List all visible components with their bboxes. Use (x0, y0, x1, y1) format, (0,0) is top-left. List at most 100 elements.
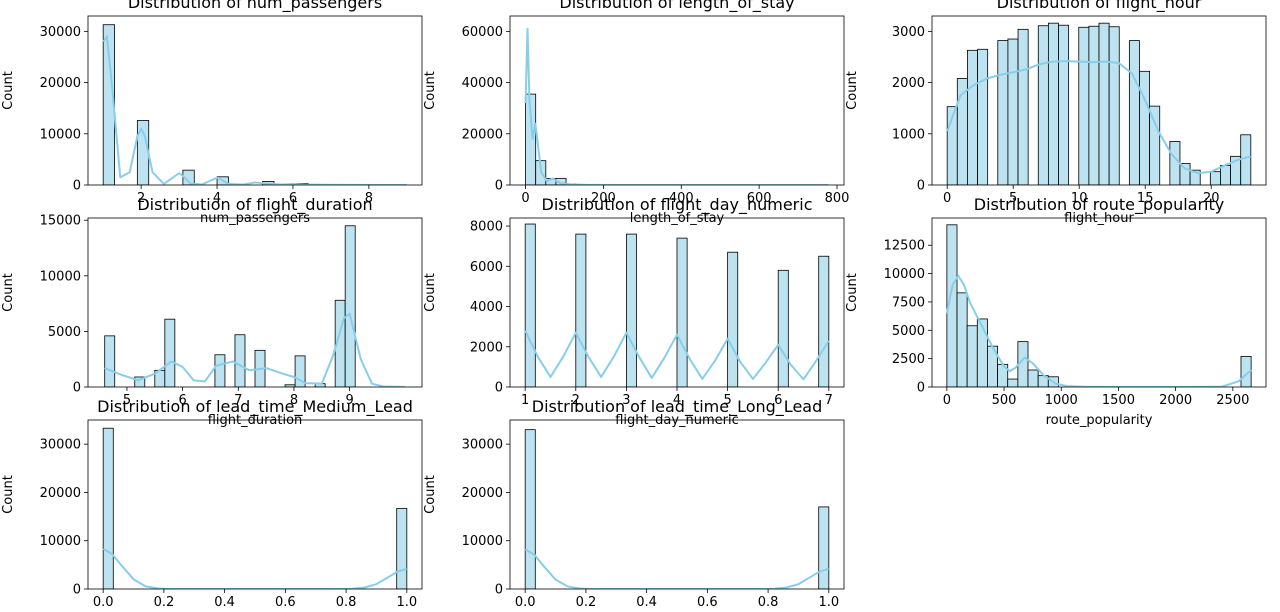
x-tick-label: 0 (521, 191, 529, 206)
histogram-bar (1027, 369, 1039, 387)
kde-curve (524, 27, 829, 185)
y-axis-label: Count (423, 273, 438, 312)
histogram-bar (214, 354, 226, 387)
y-tick-label: 12500 (884, 239, 925, 254)
plot-area (104, 225, 406, 387)
histogram-panel: 0 500 1000 1500 2000 2500 0 2500 5000 7500 10000 12… (845, 195, 1267, 428)
histogram-bar (344, 225, 356, 387)
y-axis-label: Count (423, 71, 438, 110)
y-tick-label: 30000 (40, 438, 81, 453)
x-tick-label: 8 (290, 393, 298, 408)
histogram-bar (525, 93, 537, 185)
kde-curve (102, 548, 408, 589)
y-tick-label: 3000 (892, 25, 925, 40)
x-tick-label: 2500 (1216, 393, 1249, 408)
chart-title: Distribution of length_of_stay (559, 0, 794, 13)
x-tick-label: 4 (213, 191, 221, 206)
plot-area (102, 427, 408, 589)
x-tick-label: 400 (669, 191, 694, 206)
x-tick-label: 2 (137, 191, 145, 206)
plot-area (524, 429, 830, 589)
y-axis-label: Count (1, 273, 16, 312)
histogram-panel: 0 5 10 15 200100020003000Countflight_hourDis… (845, 0, 1267, 226)
y-tick-label: 10000 (884, 267, 925, 282)
y-tick-label: 30000 (40, 25, 81, 40)
y-tick-label: 2000 (470, 340, 503, 355)
y-tick-label: 20000 (462, 486, 503, 501)
x-axis-label: flight_day_numeric (615, 413, 739, 428)
histogram-bar (997, 40, 1009, 185)
chart-title: Distribution of flight_day_numeric (542, 195, 813, 215)
y-tick-label: 30000 (462, 438, 503, 453)
chart-title: Distribution of lead_time_Medium_Lead (97, 397, 413, 417)
x-axis-label: flight_hour (1064, 211, 1134, 226)
y-tick-label: 0 (495, 583, 503, 598)
histogram-panel: 0.0 0.2 0.4 0.6 0.8 1.0 0 10000 20000 30000 Count D… (423, 397, 845, 610)
histogram-bar (777, 269, 789, 387)
axes-frame (931, 217, 1267, 388)
x-tick-label: 15 (1137, 191, 1154, 206)
axes-frame (509, 15, 845, 186)
x-tick-label: 7 (825, 393, 833, 408)
x-tick-label: 0.0 (93, 595, 114, 610)
histogram-bar (396, 507, 408, 589)
x-tick-label: 1500 (1102, 393, 1135, 408)
x-tick-label: 800 (825, 191, 850, 206)
histogram-panel: 5 6 7 8 9 0 5000 10000 15000 Count flight_duration… (1, 195, 423, 428)
x-axis-label: route_popularity (1046, 413, 1153, 428)
y-tick-label: 0 (495, 381, 503, 396)
x-tick-label: 1.0 (818, 595, 839, 610)
y-tick-label: 40000 (462, 76, 503, 91)
axes-frame (87, 217, 423, 388)
histogram-bar (1220, 165, 1231, 185)
histogram-bar (1209, 171, 1221, 185)
x-tick-label: 1 (521, 393, 529, 408)
x-tick-label: 5 (723, 393, 731, 408)
x-tick-label: 0.4 (636, 595, 657, 610)
plot-area (945, 224, 1252, 387)
plot-area (524, 27, 829, 185)
histogram-bar (1098, 22, 1110, 185)
chart-title: Distribution of flight_hour (997, 0, 1202, 13)
y-tick-label: 2000 (892, 76, 925, 91)
y-tick-label: 0 (73, 179, 81, 194)
x-tick-label: 0.0 (515, 595, 536, 610)
histogram-bar (136, 120, 150, 185)
y-tick-label: 15000 (40, 214, 81, 229)
histogram-bar (104, 335, 116, 387)
histogram-bar (1047, 22, 1059, 185)
y-axis-label: Count (845, 273, 860, 312)
x-tick-label: 0.6 (275, 595, 296, 610)
histogram-bar (1007, 378, 1019, 387)
y-tick-label: 10000 (40, 269, 81, 284)
y-tick-label: 20000 (40, 76, 81, 91)
x-tick-label: 500 (992, 393, 1017, 408)
histogram-bar (1088, 25, 1100, 185)
x-tick-label: 0.2 (576, 595, 597, 610)
x-tick-label: 10 (1071, 191, 1088, 206)
histogram-bar (977, 48, 989, 185)
histogram-panel: 0.0 0.2 0.4 0.6 0.8 1.0 0 10000 20000 30000 Count D… (1, 397, 423, 610)
histogram-bar (967, 49, 978, 185)
x-tick-label: 0 (943, 393, 951, 408)
histogram-bar (1078, 26, 1090, 185)
plot-area (946, 22, 1252, 185)
histogram-panel: 1 2 3 4 5 6 7 0 2000 4000 6000 8000 Count flight_day_… (423, 195, 845, 428)
histogram-bar (818, 255, 830, 387)
x-tick-label: 0.8 (336, 595, 357, 610)
x-tick-label: 3 (622, 393, 630, 408)
y-tick-label: 8000 (470, 220, 503, 235)
x-tick-label: 20 (1203, 191, 1220, 206)
y-tick-label: 7500 (892, 295, 925, 310)
x-tick-label: 5 (123, 393, 131, 408)
plot-area (524, 223, 830, 387)
y-tick-label: 0 (495, 179, 503, 194)
histogram-bar (1017, 28, 1029, 185)
y-tick-label: 10000 (40, 534, 81, 549)
histogram-bar (1240, 355, 1252, 387)
x-tick-label: 0.2 (154, 595, 175, 610)
y-tick-label: 6000 (470, 260, 503, 275)
histogram-bar (164, 318, 176, 387)
kde-curve (104, 312, 406, 387)
